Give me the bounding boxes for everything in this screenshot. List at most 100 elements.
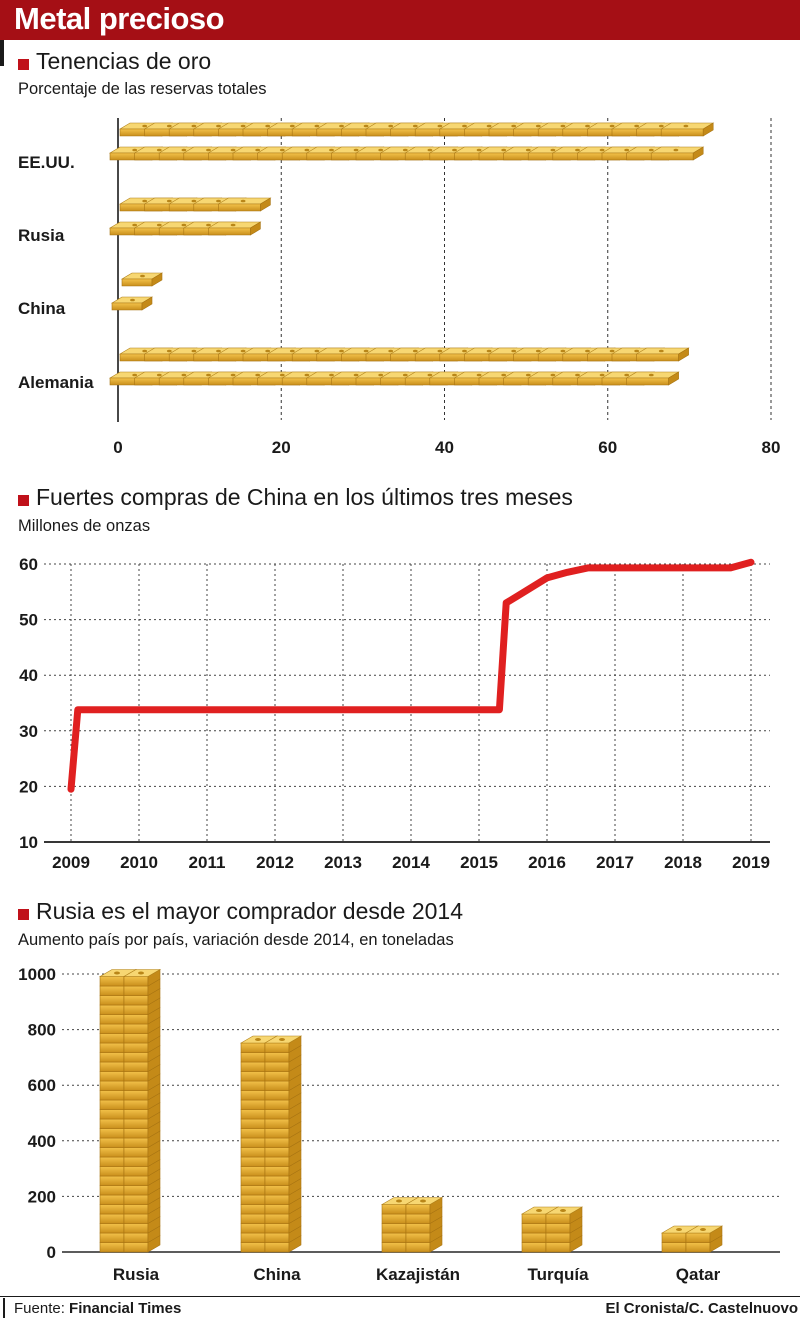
chart1-ingot-stamp (156, 223, 162, 227)
chart3-bar (239, 1035, 303, 1253)
chart3-ytick: 800 (28, 1021, 56, 1040)
chart3-slab (99, 1175, 125, 1186)
chart1-category-label: Rusia (18, 226, 65, 245)
chart3-slab (240, 1061, 266, 1072)
chart3-slab (521, 1242, 547, 1253)
chart3-slab (405, 1223, 431, 1234)
chart1-ingot-stamp (230, 373, 236, 377)
chart3-slab (264, 1071, 290, 1082)
chart1-ingot-stamp (412, 124, 418, 128)
chart1-ingot-stamp (585, 124, 590, 128)
chart1-ingot-stamp (437, 124, 443, 128)
chart1-category-label: Alemania (18, 373, 94, 392)
chart1-ingot-stamp (585, 349, 590, 353)
chart1-ingot-stamp (575, 148, 580, 152)
chart1-ingot-stamp (216, 349, 221, 353)
chart3-slab (521, 1232, 547, 1243)
chart1-ingot-stamp (339, 124, 344, 128)
chart3-slab (123, 1109, 149, 1120)
chart1-bar (108, 347, 690, 386)
chart3-category-label: China (253, 1265, 301, 1284)
chart3-slab (123, 1118, 149, 1129)
chart3-slab (99, 1242, 125, 1253)
chart3-slab (99, 1080, 125, 1091)
chart3-slab (99, 995, 125, 1006)
chart2-xtick: 2016 (528, 853, 566, 872)
chart1-ingot-stamp (634, 349, 640, 353)
chart3-slab (240, 1223, 266, 1234)
chart1-xtick: 20 (272, 438, 291, 457)
chart3-slab (264, 1213, 290, 1224)
chart2-xtick: 2019 (732, 853, 770, 872)
chart3-slab (264, 1090, 290, 1101)
chart3-slab (123, 1033, 149, 1044)
chart3-slab (99, 1071, 125, 1082)
chart3-slab (240, 1080, 266, 1091)
chart3-slab (240, 1099, 266, 1110)
chart1-ingot-stamp (132, 373, 138, 377)
chart1-ingot-stamp (166, 124, 172, 128)
chart3-ytick: 0 (47, 1243, 56, 1262)
footer-marker (3, 1298, 5, 1318)
chart3-slab (99, 1042, 125, 1053)
chart1-ingot-stamp (265, 124, 271, 128)
chart3-slab (99, 1090, 125, 1101)
chart3-slab (99, 1232, 125, 1243)
chart1-ingot-stamp (339, 349, 344, 353)
chart3-slab (264, 1175, 290, 1186)
chart3-slab (264, 1042, 290, 1053)
chart3-category-label: Turquía (527, 1265, 589, 1284)
chart1-ingot-stamp (535, 349, 541, 353)
chart3-slab (240, 1213, 266, 1224)
chart3-slab (381, 1242, 407, 1253)
chart3-slab (240, 1204, 266, 1215)
header-bar: Metal precioso (0, 0, 800, 40)
chart1-ingot-stamp (240, 349, 246, 353)
chart1-ingot-stamp (427, 148, 433, 152)
chart1-ingot-stamp (683, 124, 689, 128)
chart3-category-label: Qatar (676, 1265, 721, 1284)
chart3-stamp (560, 1209, 566, 1212)
chart3-slab (405, 1232, 431, 1243)
chart1-ingot-side (692, 146, 704, 161)
chart3-slab (240, 1052, 266, 1063)
chart2-xtick: 2012 (256, 853, 294, 872)
chart3-slab (240, 1042, 266, 1053)
chart3-slab (99, 1023, 125, 1034)
chart1-ingot-stamp (289, 349, 295, 353)
chart3-slab (240, 1109, 266, 1120)
chart1-bar (110, 272, 164, 311)
chart3-slab (99, 1147, 125, 1158)
chart1-ingot-stamp (673, 148, 679, 152)
chart3-slab (99, 1128, 125, 1139)
chart3-slab (381, 1213, 407, 1224)
chart3-slab (405, 1204, 431, 1215)
chart1-ingot-stamp (216, 199, 221, 203)
chart3-slab (545, 1242, 571, 1253)
chart1-ingot-stamp (599, 373, 605, 377)
chart2-xtick: 2018 (664, 853, 702, 872)
chart3-slab (405, 1242, 431, 1253)
chart3-slab (240, 1071, 266, 1082)
chart3-slab (123, 1004, 149, 1015)
chart3-slab (381, 1223, 407, 1234)
chart1-ingot-stamp (279, 148, 285, 152)
chart1-ingot-stamp (560, 349, 566, 353)
chart3-ytick: 600 (28, 1076, 56, 1095)
chart3-slab (240, 1166, 266, 1177)
chart3-slab (99, 1204, 125, 1215)
chart1-ingot-stamp (206, 373, 211, 377)
chart3-slab (99, 1052, 125, 1063)
chart3-slab (123, 1128, 149, 1139)
chart1-ingot-stamp (353, 148, 359, 152)
chart2-xtick: 2009 (52, 853, 90, 872)
chart1-ingot-stamp (181, 148, 187, 152)
chart1-ingot-stamp (353, 373, 359, 377)
chart2-xtick: 2015 (460, 853, 498, 872)
chart3-slab (685, 1242, 711, 1253)
chart1-ingot-stamp (279, 373, 285, 377)
chart3-slab (123, 985, 149, 996)
chart3-slab (123, 1014, 149, 1025)
chart2-xtick: 2010 (120, 853, 158, 872)
